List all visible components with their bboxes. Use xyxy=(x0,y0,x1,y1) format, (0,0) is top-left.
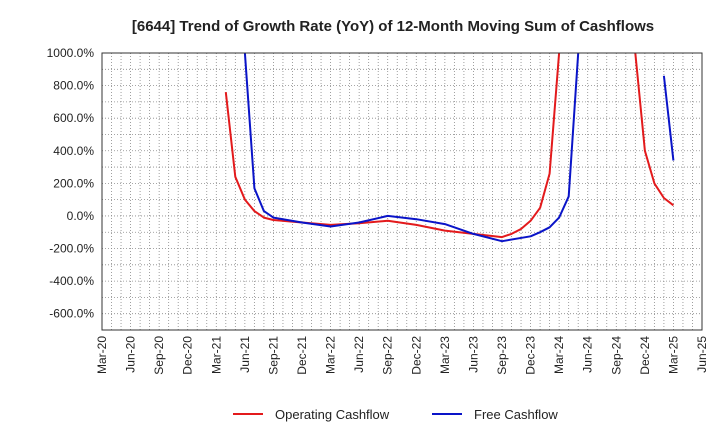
x-tick-label: Jun-25 xyxy=(695,336,709,373)
y-tick-label: 600.0% xyxy=(53,111,94,125)
x-tick-label: Mar-22 xyxy=(324,336,338,374)
series-line-operating-cashflow xyxy=(224,53,561,239)
gridlines xyxy=(101,52,703,331)
x-tick-label: Dec-21 xyxy=(295,336,309,375)
x-tick-label: Jun-22 xyxy=(352,336,366,373)
y-tick-label: 0.0% xyxy=(67,209,95,223)
chart-title: [6644] Trend of Growth Rate (YoY) of 12-… xyxy=(132,18,654,35)
x-tick-label: Sep-20 xyxy=(152,336,166,375)
plot-border xyxy=(101,52,703,331)
x-tick-label: Mar-21 xyxy=(209,336,223,374)
x-tick-label: Sep-23 xyxy=(495,336,509,375)
x-axis: Mar-20 Jun-20 Sep-20 Dec-20 Mar-21 Jun-21 Sep-… xyxy=(95,336,709,375)
legend-label-operating-cashflow: Operating Cashflow xyxy=(275,407,390,422)
x-tick-label: Jun-21 xyxy=(238,336,252,373)
x-tick-label: Mar-25 xyxy=(666,336,680,374)
x-tick-label: Jun-23 xyxy=(466,336,480,373)
x-tick-label: Sep-24 xyxy=(609,336,623,375)
x-tick-label: Dec-22 xyxy=(409,336,423,375)
y-tick-label: -400.0% xyxy=(49,274,94,288)
x-tick-label: Dec-24 xyxy=(638,336,652,375)
x-tick-label: Mar-24 xyxy=(552,336,566,374)
y-tick-label: 400.0% xyxy=(53,144,94,158)
legend: Operating Cashflow Free Cashflow xyxy=(233,407,558,422)
series-lines xyxy=(224,53,675,243)
y-tick-label: 800.0% xyxy=(53,79,94,93)
y-axis: 1000.0% 800.0% 600.0% 400.0% 200.0% 0.0% -200.… xyxy=(47,46,95,321)
x-tick-label: Jun-24 xyxy=(581,336,595,373)
y-tick-label: 1000.0% xyxy=(47,46,95,60)
legend-label-free-cashflow: Free Cashflow xyxy=(474,407,558,422)
plot-area xyxy=(102,53,702,330)
y-tick-label: -600.0% xyxy=(49,307,94,321)
x-tick-label: Sep-21 xyxy=(266,336,280,375)
series-line-free-cashflow xyxy=(243,53,580,243)
x-tick-label: Sep-22 xyxy=(381,336,395,375)
x-tick-label: Jun-20 xyxy=(124,336,138,373)
y-tick-label: 200.0% xyxy=(53,176,94,190)
series-line-free-cashflow xyxy=(662,75,675,161)
y-tick-label: -200.0% xyxy=(49,242,94,256)
x-tick-label: Mar-20 xyxy=(95,336,109,374)
x-tick-label: Mar-23 xyxy=(438,336,452,374)
series-line-operating-cashflow xyxy=(634,53,675,207)
x-tick-label: Dec-23 xyxy=(524,336,538,375)
x-tick-label: Dec-20 xyxy=(181,336,195,375)
